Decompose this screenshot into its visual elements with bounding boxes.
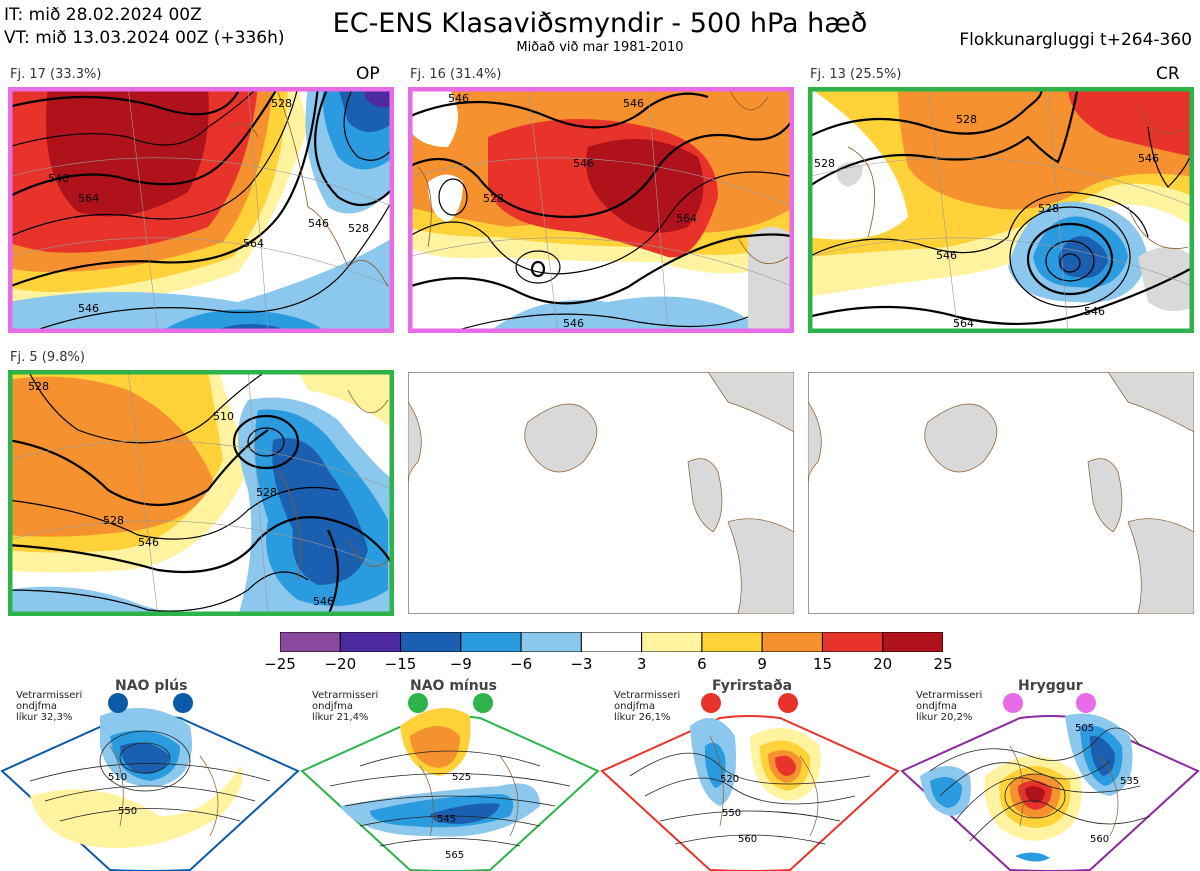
contour-label: 546 <box>623 97 644 110</box>
page-title: EC-ENS Klasaviðsmyndir - 500 hPa hæð <box>332 8 868 39</box>
colorbar-swatch <box>279 631 341 653</box>
pattern-contour-label: 525 <box>452 772 471 783</box>
cluster-map-4: 528 510 528 528 546 546 <box>8 370 394 616</box>
colorbar-tick-label: −20 <box>324 655 357 673</box>
pattern-contour-label: 550 <box>722 808 741 819</box>
contour-label: 528 <box>271 97 292 110</box>
colorbar-swatch <box>761 631 823 653</box>
header-info: IT: mið 28.02.2024 00Z VT: mið 13.03.202… <box>4 4 285 50</box>
colorbar-tick-label: 20 <box>873 655 893 673</box>
contour-label: 546 <box>936 249 957 262</box>
pattern-contour-label: 535 <box>1120 776 1139 787</box>
pattern-contour-label: 560 <box>1090 834 1109 845</box>
cluster-1-tag: OP <box>356 64 380 84</box>
colorbar-tick-label: −9 <box>449 655 472 673</box>
colorbar-tick-label: −25 <box>264 655 296 673</box>
contour-label: 564 <box>243 237 264 250</box>
pattern-contour-label: 550 <box>118 806 137 817</box>
pattern-contour-label: 510 <box>108 772 127 783</box>
page-subtitle: Miðað við mar 1981-2010 <box>516 40 684 55</box>
pattern-name: NAO mínus <box>410 678 497 694</box>
contour-label: 528 <box>814 157 835 170</box>
contour-label: 546 <box>573 157 594 170</box>
contour-label: 546 <box>1084 305 1105 318</box>
colorbar <box>279 631 944 653</box>
pattern-name: NAO plús <box>115 678 188 694</box>
colorbar-swatch <box>701 631 763 653</box>
pattern-stats: Vetrarmisseri ondjfma líkur 26,1% <box>614 690 681 723</box>
contour-label: 528 <box>1038 202 1059 215</box>
contour-label: 564 <box>676 212 697 225</box>
colorbar-swatch <box>400 631 462 653</box>
valid-time: VT: mið 13.03.2024 00Z (+336h) <box>4 28 285 48</box>
colorbar-tick-label: 15 <box>812 655 833 673</box>
contour-label: 546 <box>313 595 334 608</box>
empty-map-1 <box>408 372 794 614</box>
cluster-2-label: Fj. 16 (31.4%) <box>410 67 502 82</box>
contour-label: 546 <box>448 92 469 105</box>
cluster-map-1: 528 546 564 564 546 546 528 <box>8 87 394 333</box>
contour-label: 528 <box>956 113 977 126</box>
pattern-name: Hryggur <box>1018 678 1083 694</box>
pattern-contour-label: 565 <box>445 850 464 861</box>
colorbar-swatch <box>821 631 884 653</box>
pattern-stats: Vetrarmisseri ondjfma líkur 32,3% <box>16 690 83 723</box>
colorbar-tick-label: 3 <box>636 655 647 673</box>
cluster-map-3: 528 528 546 528 564 546 546 <box>808 87 1194 333</box>
pattern-stats: Vetrarmisseri ondjfma líkur 21,4% <box>312 690 379 723</box>
cluster-3-tag: CR <box>1156 64 1180 84</box>
pattern-contour-label: 505 <box>1075 723 1094 734</box>
cluster-map-2: 546 546 528 546 564 546 <box>408 87 794 333</box>
empty-map-2 <box>808 372 1194 614</box>
pattern-blocking: 520 550 560 Fyrirstaða Vetrarmisseri ond… <box>600 676 900 871</box>
colorbar-tick-label: −6 <box>510 655 533 673</box>
colorbar-tick-label: 25 <box>933 655 953 673</box>
contour-label: 546 <box>138 536 159 549</box>
contour-label: 546 <box>1138 152 1159 165</box>
colorbar-swatch <box>641 631 703 653</box>
contour-label: 528 <box>28 380 49 393</box>
colorbar-swatch <box>882 631 944 653</box>
colorbar-tick-label: −3 <box>570 655 593 673</box>
colorbar-swatch <box>460 631 522 653</box>
pattern-contour-label: 520 <box>720 774 739 785</box>
pattern-stats: Vetrarmisseri ondjfma líkur 20,2% <box>916 690 983 723</box>
pattern-nao-minus: 525 545 565 NAO mínus Vetrarmisseri ondj… <box>300 676 600 871</box>
pattern-ridge: 505 535 560 Hryggur Vetrarmisseri ondjfm… <box>900 676 1200 871</box>
contour-label: 546 <box>308 217 329 230</box>
contour-label: 564 <box>953 317 974 330</box>
contour-label: 510 <box>213 410 234 423</box>
contour-label: 564 <box>78 192 99 205</box>
contour-label: 528 <box>103 514 124 527</box>
pattern-nao-plus: 510 550 NAO plús Vetrarmisseri ondjfma l… <box>0 676 300 871</box>
pattern-name: Fyrirstaða <box>712 678 793 694</box>
cluster-1-label: Fj. 17 (33.3%) <box>10 67 102 82</box>
contour-label: 546 <box>563 317 584 330</box>
contour-label: 528 <box>348 222 369 235</box>
pattern-contour-label: 560 <box>738 834 757 845</box>
contour-label: 546 <box>78 302 99 315</box>
pattern-contour-label: 545 <box>437 814 456 825</box>
contour-label: 528 <box>256 486 277 499</box>
colorbar-tick-label: 6 <box>697 655 707 673</box>
colorbar-swatches <box>279 631 944 653</box>
colorbar-swatch <box>520 631 582 653</box>
contour-label: 546 <box>48 172 69 185</box>
colorbar-tick-label: −15 <box>384 655 417 673</box>
cluster-3-label: Fj. 13 (25.5%) <box>810 67 902 82</box>
contour-label: 528 <box>483 192 504 205</box>
classification-window: Flokkunargluggi t+264-360 <box>959 30 1192 50</box>
colorbar-swatch <box>339 631 402 653</box>
colorbar-tick-label: 9 <box>757 655 767 673</box>
cluster-4-label: Fj. 5 (9.8%) <box>10 350 85 365</box>
colorbar-swatch <box>580 631 643 653</box>
initial-time: IT: mið 28.02.2024 00Z <box>4 5 202 25</box>
